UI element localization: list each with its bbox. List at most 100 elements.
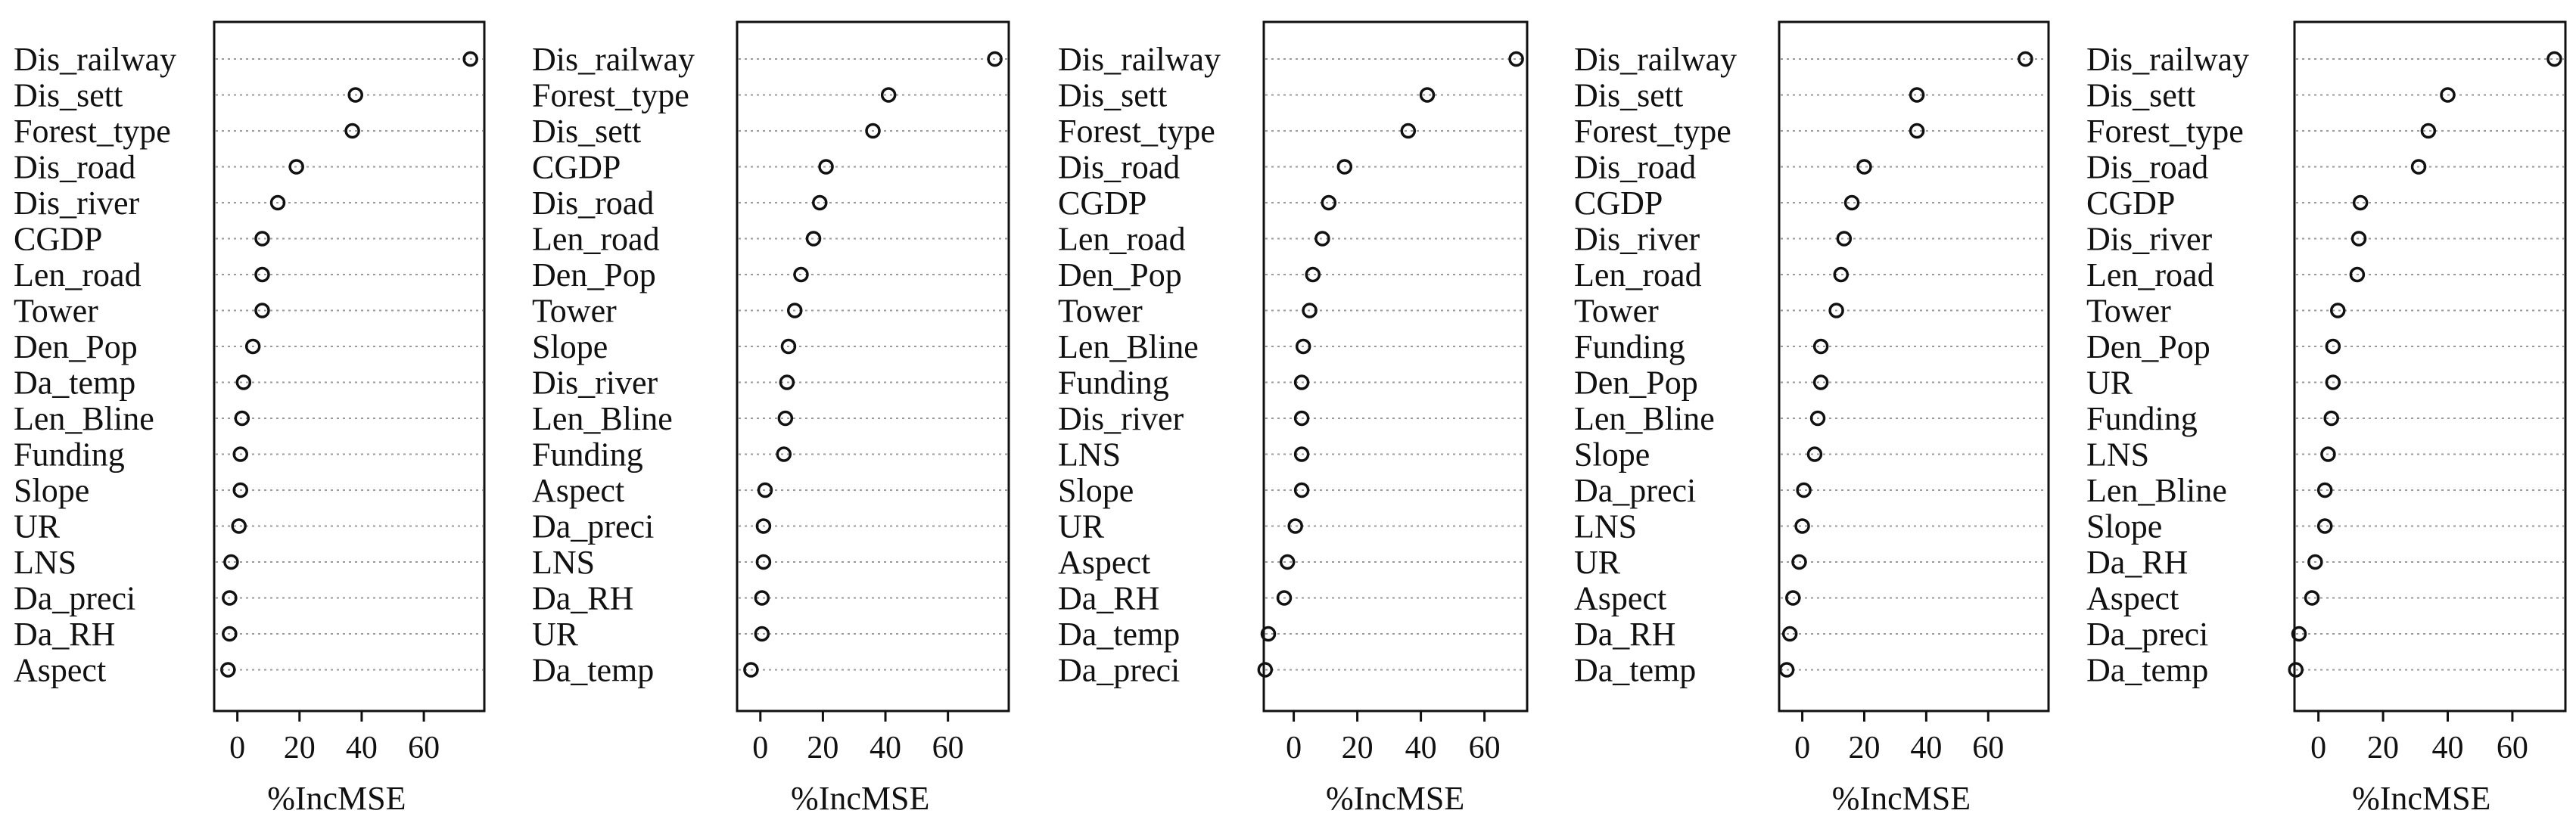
data-point [1276, 590, 1293, 606]
category-label: Dis_river [1058, 400, 1184, 437]
x-axis-label: %IncMSE [1832, 780, 1971, 817]
category-label: Len_Bline [532, 400, 673, 437]
category-label: CGDP [1058, 185, 1146, 222]
category-label: Forest_type [1058, 113, 1215, 150]
x-tick-label: 20 [807, 731, 838, 765]
data-point [1778, 662, 1795, 678]
x-tick-label: 60 [1972, 731, 2004, 765]
data-point [220, 662, 236, 678]
category-label: Len_road [14, 256, 142, 293]
category-label: CGDP [532, 149, 621, 186]
category-label: Forest_type [532, 77, 689, 114]
category-label: Len_road [1574, 256, 1702, 293]
category-label: Den_Pop [1058, 256, 1182, 293]
data-point [1279, 554, 1296, 570]
data-point [2349, 266, 2366, 283]
category-label: Dis_river [14, 185, 140, 222]
category-label: Da_RH [1574, 616, 1675, 653]
category-label: Dis_river [532, 365, 658, 402]
category-label: Len_Bline [1574, 400, 1715, 437]
category-label: Len_road [2086, 256, 2214, 293]
category-label: Aspect [14, 652, 106, 689]
category-label: Tower [1574, 293, 1659, 330]
data-point [1794, 518, 1810, 534]
data-point [777, 410, 794, 427]
x-axis-label: %IncMSE [1326, 780, 1464, 817]
category-label: Tower [14, 293, 98, 330]
x-axis-label: %IncMSE [2352, 780, 2490, 817]
data-point [2320, 446, 2336, 462]
category-label: LNS [1058, 436, 1121, 473]
data-point [1302, 303, 1318, 318]
category-label: CGDP [1574, 185, 1663, 222]
category-label: Da_preci [1574, 472, 1696, 509]
category-label: UR [532, 616, 579, 653]
category-label: Len_Bline [14, 400, 154, 437]
data-point [1419, 87, 1436, 103]
category-label: LNS [532, 544, 595, 581]
category-label: Dis_sett [14, 77, 123, 114]
data-point [2316, 518, 2333, 534]
data-point [754, 626, 770, 642]
x-tick-label: 20 [1848, 731, 1880, 765]
data-point [2420, 123, 2437, 139]
category-label: Dis_railway [532, 41, 695, 78]
data-point [223, 554, 239, 570]
data-point [2325, 338, 2341, 355]
data-point [780, 338, 797, 355]
data-point [2546, 51, 2562, 67]
data-point [254, 303, 270, 318]
category-label: Dis_road [532, 185, 654, 222]
data-point [1287, 518, 1303, 534]
x-tick-label: 20 [1342, 731, 1374, 765]
category-label: UR [1574, 544, 1621, 581]
data-point [1400, 123, 1417, 139]
category-label: Da_temp [532, 652, 654, 689]
data-point [2307, 554, 2323, 570]
x-tick-label: 0 [1286, 731, 1302, 765]
x-tick-label: 0 [2310, 731, 2326, 765]
data-point [2316, 482, 2333, 498]
category-label: Tower [1058, 293, 1143, 330]
data-point [2352, 194, 2369, 211]
data-point [1785, 590, 1801, 606]
data-point [755, 518, 772, 534]
data-point [2350, 231, 2367, 247]
category-label: Da_temp [14, 365, 135, 402]
category-label: Da_preci [1058, 652, 1180, 689]
panel-5: Dis_railwayDis_settForest_typeDis_roadCG… [2086, 20, 2567, 817]
data-point [987, 51, 1003, 67]
data-point [743, 662, 759, 678]
data-point [232, 446, 248, 462]
category-label: Slope [532, 328, 608, 365]
data-point [779, 374, 795, 390]
data-point [2323, 410, 2339, 427]
panel-4: Dis_railwayDis_settForest_typeDis_roadCG… [1574, 20, 2050, 817]
x-tick-label: 40 [1910, 731, 1942, 765]
category-label: Aspect [2086, 580, 2179, 617]
category-label: Dis_road [1058, 149, 1180, 186]
data-point [1791, 554, 1807, 570]
data-point [235, 374, 252, 390]
x-tick-label: 0 [752, 731, 768, 765]
data-point [818, 159, 834, 175]
data-point [1260, 626, 1277, 642]
data-point [462, 51, 478, 67]
x-axis-label: %IncMSE [267, 780, 406, 817]
data-point [244, 338, 261, 355]
category-label: Slope [1058, 472, 1134, 509]
data-point [1295, 338, 1311, 355]
data-point [754, 590, 770, 606]
category-label: UR [14, 508, 61, 545]
data-point [1305, 266, 1321, 283]
category-label: Den_Pop [1574, 365, 1698, 402]
category-label: Da_temp [1058, 616, 1180, 653]
category-label: Aspect [1058, 544, 1150, 581]
category-label: Len_road [532, 221, 660, 258]
plot-frame [1262, 20, 1529, 713]
x-tick-label: 60 [2497, 731, 2528, 765]
category-label: Dis_river [2086, 221, 2213, 258]
category-label: Slope [2086, 508, 2162, 545]
category-label: Forest_type [14, 113, 171, 150]
category-label: Dis_sett [532, 113, 641, 150]
